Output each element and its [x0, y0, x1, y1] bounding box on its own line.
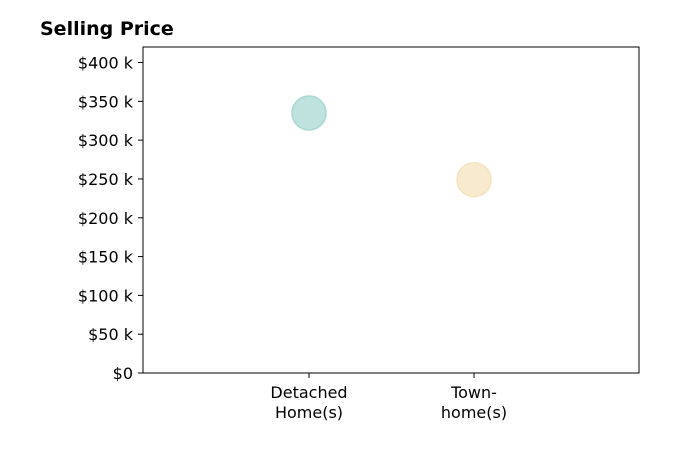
y-tick-label: $300 k	[78, 131, 134, 150]
y-axis: $0 $50 k $100 k $150 k $200 k $250 k $300 k $35…	[78, 54, 143, 383]
y-tick-label: $50 k	[88, 325, 134, 344]
data-point	[291, 95, 327, 131]
data-point	[456, 161, 492, 198]
y-tick-label: $250 k	[78, 170, 134, 189]
x-tick-label: Home(s)	[275, 403, 343, 422]
data-points	[291, 95, 492, 198]
chart-title: Selling Price	[40, 18, 174, 40]
y-tick-label: $100 k	[78, 286, 134, 305]
y-tick-label: $200 k	[78, 209, 134, 228]
x-tick-label: Detached	[270, 383, 347, 402]
y-tick-label: $150 k	[78, 248, 134, 267]
y-tick-label: $350 k	[78, 92, 134, 111]
y-tick-label: $0	[113, 364, 133, 383]
x-tick-label: home(s)	[441, 403, 507, 422]
y-tick-label: $400 k	[78, 54, 134, 73]
x-tick-label: Town-	[450, 383, 497, 402]
plot-area	[142, 46, 640, 374]
